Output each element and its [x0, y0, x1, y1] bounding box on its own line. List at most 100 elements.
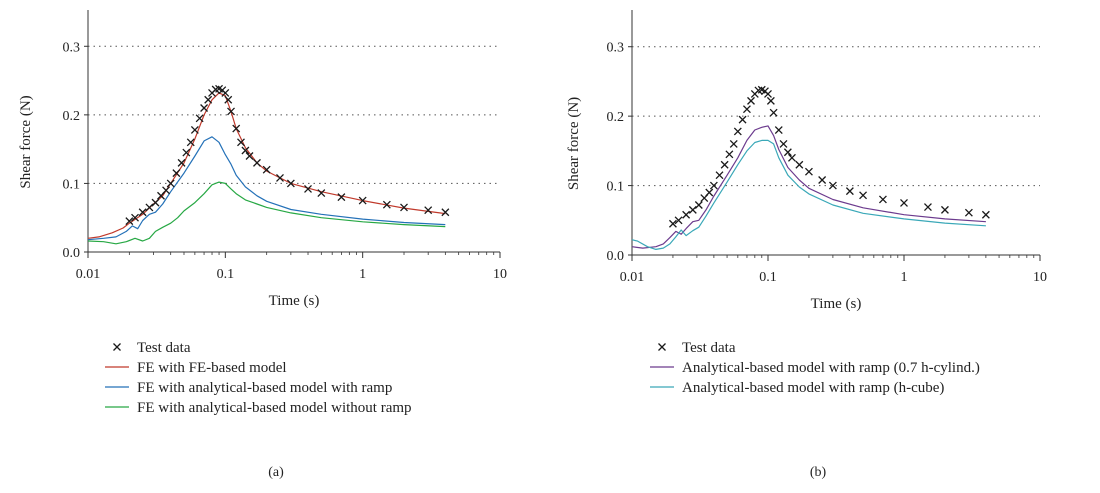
- data-point: [221, 88, 230, 97]
- y-axis-label: Shear force (N): [18, 95, 34, 188]
- data-point: [172, 169, 181, 178]
- legend-item: Test data: [113, 340, 191, 356]
- data-point: [742, 105, 751, 114]
- x-axis-label: Time (s): [269, 293, 320, 309]
- data-point: [923, 203, 932, 212]
- data-point: [186, 138, 195, 147]
- data-point: [715, 171, 724, 180]
- legend-item: FE with FE-based model: [105, 360, 287, 376]
- data-point: [981, 210, 990, 219]
- data-point: [720, 160, 729, 169]
- data-point: [878, 195, 887, 204]
- legend-label: FE with analytical-based model with ramp: [137, 380, 392, 396]
- data-point: [232, 124, 241, 133]
- legend-item: Test data: [658, 340, 736, 356]
- data-point: [241, 146, 250, 155]
- data-point: [382, 200, 391, 209]
- y-tick-label: 0.3: [607, 41, 625, 56]
- data-point: [738, 115, 747, 124]
- y-tick-label: 0.1: [607, 180, 625, 195]
- series-test-data: [125, 84, 450, 226]
- data-point: [204, 95, 213, 104]
- data-point: [138, 208, 147, 217]
- data-point: [705, 188, 714, 197]
- legend-label: FE with analytical-based model without r…: [137, 400, 412, 416]
- data-point: [424, 206, 433, 215]
- data-point: [688, 205, 697, 214]
- data-point: [725, 150, 734, 159]
- chart-panel-b: 0.0 0.1 0.2 0.3 0.01 0.1 1 10 Time (s) Shear forc…: [566, 10, 1047, 480]
- data-point: [733, 127, 742, 136]
- y-tick-label: 0.3: [63, 40, 81, 55]
- data-point: [182, 148, 191, 157]
- data-point: [804, 167, 813, 176]
- x-tick-label: 10: [493, 267, 507, 282]
- data-point: [262, 165, 271, 174]
- y-tick-label: 0.0: [607, 249, 625, 264]
- data-point: [304, 184, 312, 193]
- data-point: [253, 158, 261, 167]
- x-tick-label: 10: [1033, 270, 1047, 285]
- data-point: [358, 196, 367, 205]
- y-axis-label: Shear force (N): [566, 97, 582, 190]
- legend-label: FE with FE-based model: [137, 360, 287, 376]
- data-point: [709, 181, 718, 190]
- data-point: [177, 158, 186, 167]
- data-point: [694, 201, 703, 209]
- data-point: [779, 139, 788, 148]
- panel-label: (a): [268, 465, 284, 480]
- data-point: [845, 187, 854, 196]
- x-tick-label: 1: [359, 267, 366, 282]
- x-tick-label: 0.1: [217, 267, 235, 282]
- data-point: [787, 153, 796, 162]
- data-point: [795, 160, 804, 169]
- data-point: [766, 96, 775, 105]
- data-point: [245, 152, 254, 160]
- data-point: [764, 89, 772, 98]
- data-point: [131, 213, 139, 222]
- legend-item: FE with analytical-based model with ramp: [105, 380, 392, 396]
- data-point: [769, 108, 778, 117]
- data-point: [151, 198, 160, 207]
- data-point: [200, 104, 209, 112]
- x-tick-label: 0.01: [620, 270, 645, 285]
- data-point: [190, 125, 199, 134]
- data-point: [783, 148, 792, 157]
- data-point: [317, 189, 326, 197]
- data-point: [859, 191, 868, 200]
- data-point: [674, 216, 683, 225]
- data-point: [729, 139, 738, 148]
- data-point: [125, 217, 134, 226]
- data-point: [162, 186, 170, 195]
- x-axis-label: Time (s): [811, 296, 862, 312]
- y-tick-label: 0.2: [63, 109, 81, 124]
- legend-item: Analytical-based model with ramp (h-cube…: [650, 380, 944, 396]
- legend-label: Test data: [682, 340, 736, 356]
- data-point: [828, 181, 837, 190]
- data-point: [237, 138, 245, 147]
- data-point: [668, 219, 677, 228]
- data-point: [195, 114, 204, 123]
- data-point: [227, 107, 235, 116]
- data-point: [337, 193, 346, 202]
- legend-label: Test data: [137, 340, 191, 356]
- y-tick-label: 0.2: [607, 110, 625, 125]
- data-point: [286, 179, 295, 188]
- legend-marker: [658, 343, 666, 351]
- y-tick-label: 0.1: [63, 177, 81, 192]
- series-line: [87, 136, 446, 241]
- data-point: [964, 208, 973, 217]
- data-point: [774, 126, 783, 134]
- series-test-data: [668, 85, 990, 228]
- x-tick-label: 0.01: [76, 267, 101, 282]
- data-point: [940, 205, 949, 214]
- series-line: [631, 139, 986, 250]
- data-point: [276, 173, 284, 182]
- data-point: [145, 203, 154, 212]
- legend-label: Analytical-based model with ramp (0.7 h-…: [682, 360, 980, 376]
- series-line: [631, 125, 986, 249]
- data-point: [224, 95, 233, 104]
- x-tick-label: 1: [901, 270, 908, 285]
- data-point: [747, 96, 755, 105]
